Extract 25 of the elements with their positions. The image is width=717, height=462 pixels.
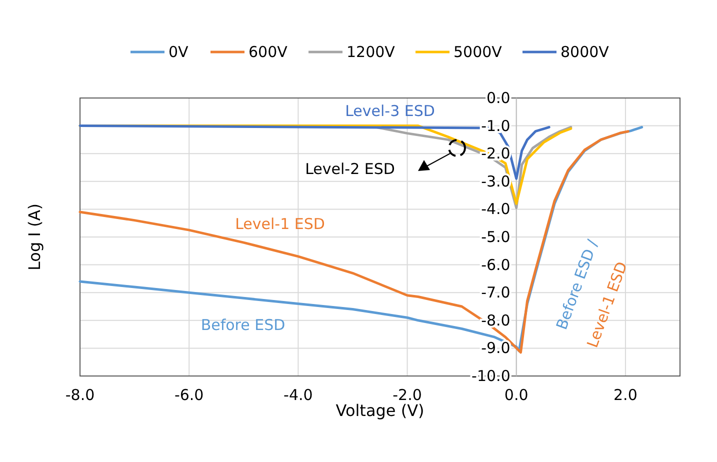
legend-label: 8000V <box>560 43 610 61</box>
y-tick-label: -7.0 <box>481 284 510 302</box>
x-tick-label: 0.0 <box>504 386 528 404</box>
y-tick-label: -1.0 <box>481 116 510 135</box>
legend-label: 0V <box>168 43 190 61</box>
y-tick-label: -8.0 <box>481 311 510 330</box>
x-tick-label: -8.0 <box>65 386 95 404</box>
y-tick-label: -9.0 <box>481 339 510 358</box>
legend-label: 1200V <box>346 43 396 61</box>
x-tick-label: -4.0 <box>284 386 313 404</box>
annotation: Level-1 ESD <box>235 215 325 234</box>
y-axis-title: Log I (A) <box>25 204 44 270</box>
legend-label: 600V <box>248 43 288 61</box>
y-tick-label: -4.0 <box>481 200 510 218</box>
x-axis-title: Voltage (V) <box>336 401 424 420</box>
legend-label: 5000V <box>454 43 503 61</box>
y-tick-label: -3.0 <box>481 172 510 190</box>
x-tick-label: 2.0 <box>614 386 638 404</box>
annotation: Level-3 ESD <box>345 102 435 120</box>
x-tick-label: -6.0 <box>174 386 204 404</box>
y-tick-label: -5.0 <box>481 228 510 246</box>
y-tick-label: -6.0 <box>481 256 510 274</box>
x-tick-label: -2.0 <box>392 386 422 404</box>
annotation: Before ESD <box>200 316 286 334</box>
annotation: Level-2 ESD <box>305 160 395 178</box>
